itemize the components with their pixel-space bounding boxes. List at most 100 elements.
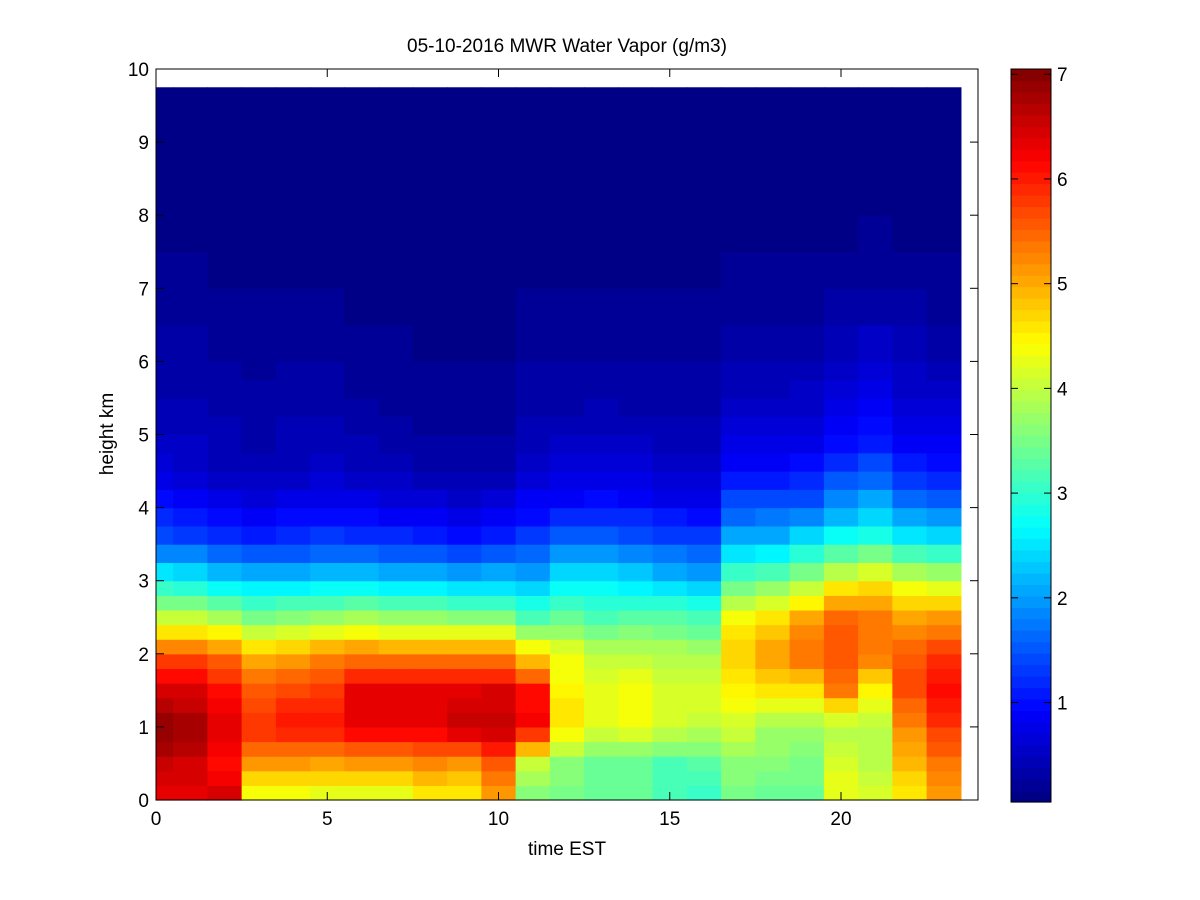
heatmap-cell bbox=[515, 471, 551, 490]
heatmap-cell bbox=[823, 595, 859, 611]
heatmap-cell bbox=[926, 609, 962, 626]
heatmap-cell bbox=[378, 178, 414, 216]
heatmap-cell bbox=[789, 683, 825, 699]
heatmap-cell bbox=[344, 544, 380, 564]
heatmap-cell bbox=[173, 697, 208, 713]
heatmap-cell bbox=[241, 361, 277, 381]
heatmap-cell bbox=[310, 712, 345, 728]
heatmap-cell bbox=[344, 379, 380, 399]
heatmap-cell bbox=[549, 562, 585, 582]
heatmap-cell bbox=[618, 653, 654, 670]
heatmap-cell bbox=[549, 489, 585, 509]
heatmap-cell bbox=[515, 397, 551, 417]
heatmap-cell bbox=[892, 726, 928, 743]
heatmap-cell bbox=[207, 668, 243, 684]
heatmap-cell bbox=[173, 544, 208, 564]
heatmap-cell bbox=[412, 489, 448, 509]
heatmap-cell bbox=[789, 178, 825, 216]
heatmap-cell bbox=[858, 653, 893, 670]
heatmap-cell bbox=[721, 580, 756, 596]
heatmap-cell bbox=[892, 416, 928, 436]
heatmap-cell bbox=[823, 87, 859, 107]
heatmap-cell bbox=[481, 142, 517, 180]
heatmap-cell bbox=[275, 668, 311, 684]
heatmap-cell bbox=[481, 416, 517, 436]
colorbar-swatch bbox=[1011, 767, 1051, 780]
y-tick-label: 0 bbox=[138, 791, 149, 812]
heatmap-cell bbox=[789, 544, 825, 564]
heatmap-cell bbox=[515, 87, 551, 107]
heatmap-cell bbox=[686, 178, 722, 216]
heatmap-cell bbox=[652, 741, 688, 757]
heatmap-cell bbox=[721, 624, 756, 640]
heatmap-cell bbox=[515, 580, 551, 596]
heatmap-cell bbox=[412, 105, 448, 143]
colorbar-swatch bbox=[1011, 160, 1051, 173]
heatmap-cell bbox=[755, 562, 791, 582]
heatmap-cell bbox=[755, 653, 791, 670]
heatmap-cell bbox=[549, 361, 585, 381]
heatmap-cell bbox=[926, 397, 962, 417]
heatmap-cell bbox=[926, 726, 962, 743]
heatmap-cell bbox=[721, 105, 756, 143]
heatmap-cell bbox=[310, 452, 345, 472]
heatmap-cell bbox=[241, 726, 277, 743]
colorbar-swatch bbox=[1011, 527, 1051, 540]
heatmap-cell bbox=[173, 507, 208, 527]
heatmap-cell bbox=[310, 741, 345, 757]
heatmap-cell bbox=[310, 471, 345, 490]
heatmap-cell bbox=[652, 712, 688, 728]
heatmap-cell bbox=[156, 452, 174, 472]
heatmap-cell bbox=[686, 397, 722, 417]
heatmap-cell bbox=[378, 785, 414, 801]
heatmap-cell bbox=[173, 756, 208, 772]
heatmap-cell bbox=[173, 142, 208, 180]
colorbar-swatch bbox=[1011, 561, 1051, 574]
heatmap-cell bbox=[515, 624, 551, 640]
heatmap-cell bbox=[275, 452, 311, 472]
heatmap-cell bbox=[789, 324, 825, 362]
heatmap-cell bbox=[378, 361, 414, 381]
heatmap-cell bbox=[584, 324, 619, 362]
heatmap-cell bbox=[241, 251, 277, 289]
heatmap-cell bbox=[412, 770, 448, 786]
heatmap-cell bbox=[892, 697, 928, 713]
heatmap-cell bbox=[515, 712, 551, 728]
heatmap-cell bbox=[823, 105, 859, 143]
colorbar-swatch bbox=[1011, 607, 1051, 620]
heatmap-cell bbox=[275, 562, 311, 582]
heatmap-cell bbox=[549, 251, 585, 289]
heatmap-cell bbox=[686, 105, 722, 143]
heatmap-cell bbox=[549, 397, 585, 417]
heatmap-cell bbox=[207, 251, 243, 289]
heatmap-cell bbox=[584, 785, 619, 801]
heatmap-cell bbox=[515, 324, 551, 362]
heatmap-cell bbox=[515, 653, 551, 670]
heatmap-cell bbox=[755, 624, 791, 640]
heatmap-cell bbox=[584, 452, 619, 472]
heatmap-cell bbox=[275, 361, 311, 381]
heatmap-cell bbox=[584, 471, 619, 490]
heatmap-cell bbox=[686, 416, 722, 436]
heatmap-cell bbox=[275, 639, 311, 655]
heatmap-cell bbox=[156, 416, 174, 436]
heatmap-cell bbox=[858, 544, 893, 564]
heatmap-cell bbox=[858, 683, 893, 699]
heatmap-cell bbox=[241, 452, 277, 472]
heatmap-cell bbox=[549, 683, 585, 699]
heatmap-cell bbox=[447, 726, 482, 743]
heatmap-cell bbox=[721, 525, 756, 545]
colorbar-swatch bbox=[1011, 721, 1051, 734]
heatmap-cell bbox=[721, 770, 756, 786]
heatmap-cell bbox=[481, 756, 517, 772]
heatmap-cell bbox=[789, 452, 825, 472]
heatmap-cell bbox=[618, 397, 654, 417]
heatmap-cell bbox=[858, 361, 893, 381]
heatmap-cell bbox=[892, 434, 928, 454]
y-tick-label: 7 bbox=[138, 279, 149, 300]
heatmap-cell bbox=[652, 668, 688, 684]
colorbar-swatch bbox=[1011, 481, 1051, 494]
heatmap-cell bbox=[344, 452, 380, 472]
heatmap-cell bbox=[926, 770, 962, 786]
